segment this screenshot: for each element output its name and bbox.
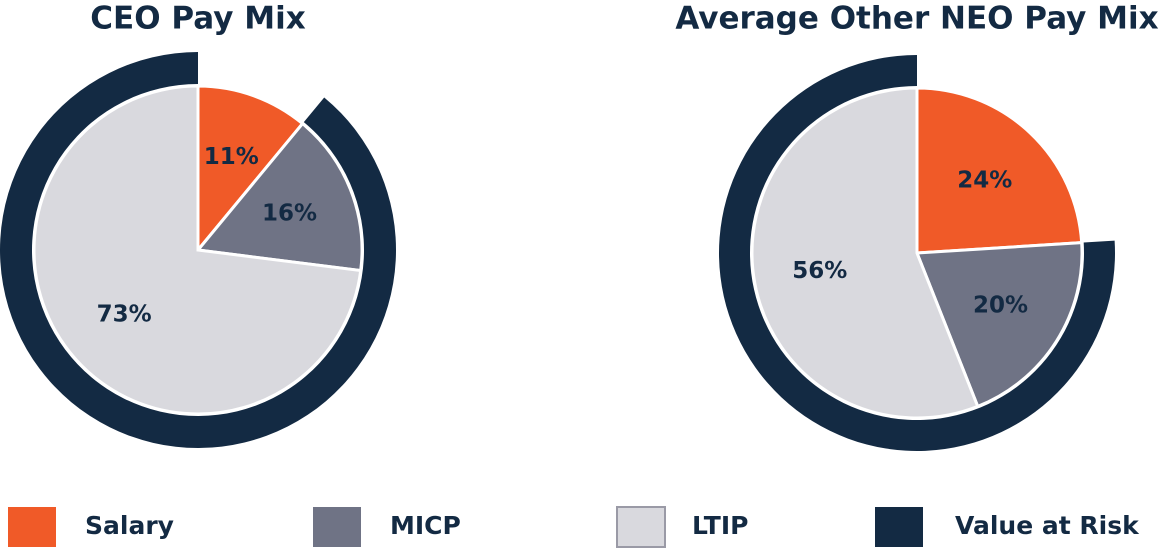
chart-title: CEO Pay Mix <box>90 1 305 37</box>
slice-label: 16% <box>262 200 317 226</box>
slice-label: 24% <box>957 167 1012 193</box>
pie-slice <box>915 86 1084 255</box>
slice-label: 56% <box>792 258 847 284</box>
pie-slice <box>32 84 363 416</box>
legend-swatch <box>616 506 666 548</box>
chart-title: Average Other NEO Pay Mix <box>675 1 1158 37</box>
legend-label: Value at Risk <box>955 511 1140 540</box>
legend-label: MICP <box>390 511 461 540</box>
pie-slice <box>195 121 364 273</box>
legend-swatch <box>313 507 361 547</box>
slice-label: 20% <box>973 293 1028 319</box>
slice-label: 11% <box>204 144 259 170</box>
pie-slice <box>750 86 980 420</box>
legend-label: Salary <box>85 511 174 540</box>
legend-swatch <box>875 507 923 547</box>
legend-label: LTIP <box>692 511 748 540</box>
pie-slice <box>914 241 1084 409</box>
pie-slice <box>196 84 305 255</box>
slice-label: 73% <box>97 302 152 328</box>
legend-swatch <box>8 507 56 547</box>
